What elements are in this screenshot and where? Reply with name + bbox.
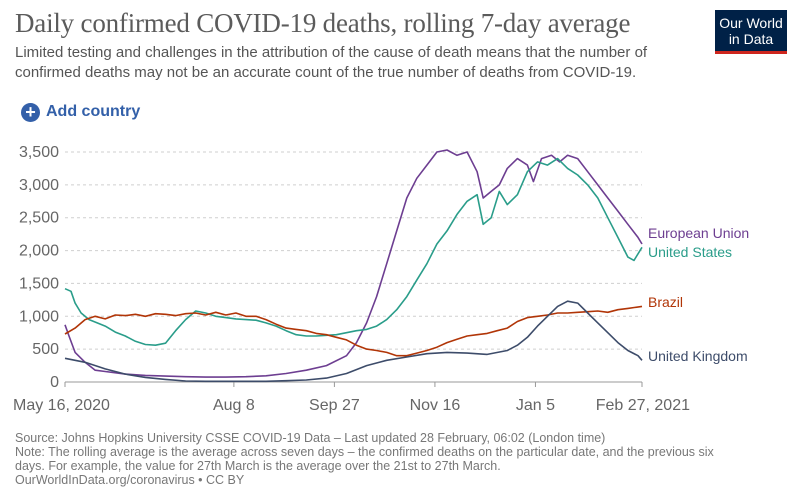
- add-country-button[interactable]: + Add country: [21, 101, 140, 123]
- axes: 0 500 1,000 1,500 2,000 2,500 3,000 3,500 May 16…: [13, 144, 690, 414]
- x-tick-label: Aug 8: [213, 397, 255, 414]
- plus-circle-icon: +: [21, 102, 40, 122]
- note-line-1: Note: The rolling average is the average…: [15, 445, 714, 459]
- series-label-united-states: United States: [648, 244, 732, 260]
- series-line-european-union: [64, 149, 643, 378]
- y-tick-label: 3,500: [19, 144, 59, 161]
- note-line-2: days. For example, the value for 27th Ma…: [15, 459, 501, 473]
- owid-logo[interactable]: Our World in Data: [715, 10, 787, 54]
- y-tick-label: 1,500: [19, 275, 59, 292]
- y-tick-label: 3,000: [19, 177, 59, 194]
- x-tick-label: Sep 27: [309, 397, 360, 414]
- y-tick-label: 1,000: [19, 308, 59, 325]
- x-tick-label: Jan 5: [516, 397, 555, 414]
- series-line-brazil: [64, 305, 643, 357]
- chart-subtitle: Limited testing and challenges in the at…: [15, 44, 648, 81]
- series-line-united-kingdom: [64, 300, 643, 383]
- chart-footer: Source: Johns Hopkins University CSSE CO…: [15, 431, 790, 487]
- add-country-label: Add country: [46, 103, 141, 120]
- y-tick-label: 2,500: [19, 210, 59, 227]
- source-text: Source: Johns Hopkins University CSSE CO…: [15, 431, 606, 445]
- x-tick-label: Feb 27, 2021: [596, 397, 690, 414]
- series-labels: European Union United States Brazil United …: [648, 225, 749, 364]
- grid: [65, 151, 642, 350]
- footer-url: OurWorldInData.org/coronavirus • CC BY: [15, 473, 245, 487]
- logo-line-2: in Data: [728, 31, 774, 47]
- series-line-united-states: [64, 157, 643, 346]
- x-tick-label: May 16, 2020: [13, 397, 110, 414]
- y-tick-label: 2,000: [19, 243, 59, 260]
- logo-line-1: Our World: [719, 15, 783, 31]
- line-chart: 0 500 1,000 1,500 2,000 2,500 3,000 3,500 May 16…: [13, 144, 749, 414]
- series-label-european-union: European Union: [648, 225, 749, 241]
- chart-title: Daily confirmed COVID-19 deaths, rolling…: [15, 8, 631, 38]
- y-tick-label: 0: [50, 374, 59, 391]
- series-lines: [64, 149, 643, 383]
- series-label-brazil: Brazil: [648, 294, 683, 310]
- y-tick-label: 500: [32, 341, 59, 358]
- x-tick-label: Nov 16: [410, 397, 461, 414]
- series-label-united-kingdom: United Kingdom: [648, 348, 748, 364]
